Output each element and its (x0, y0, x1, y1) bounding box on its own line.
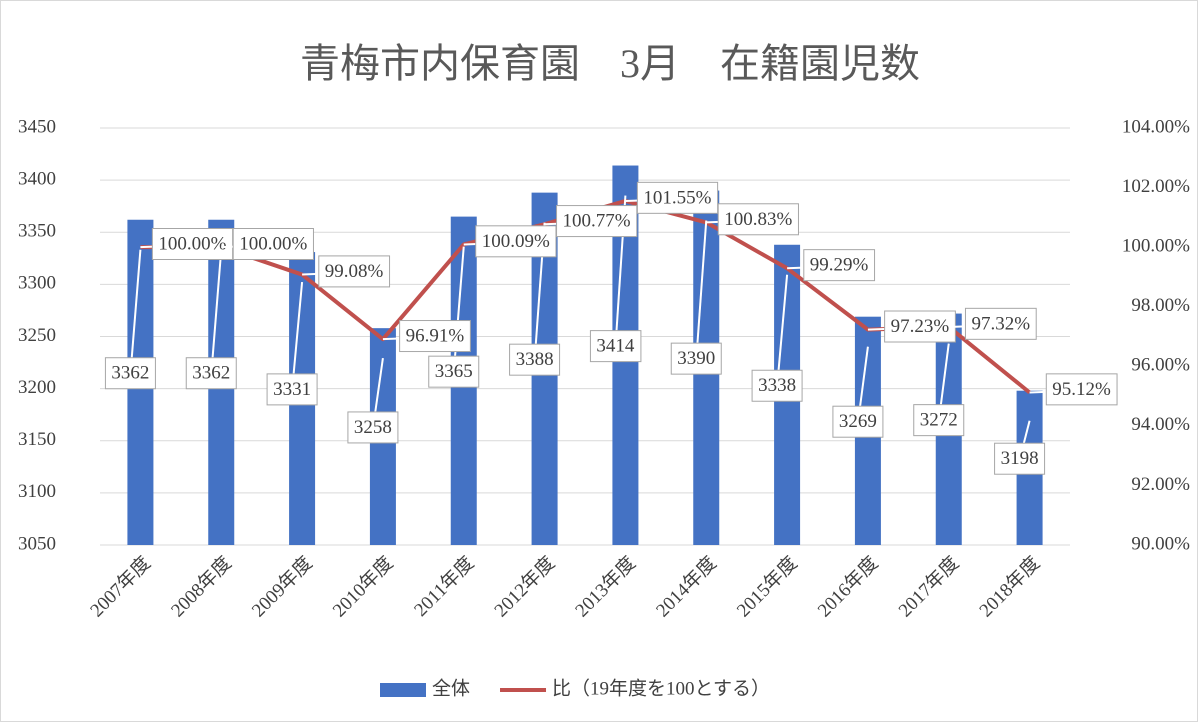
y2-tick-label: 92.00% (1131, 474, 1190, 495)
line-value-label: 100.09% (482, 231, 550, 252)
label-box (964, 307, 1037, 340)
line-value-label-group: 100.83% (706, 203, 799, 236)
bar-value-label: 3269 (839, 411, 877, 432)
line-value-label: 97.23% (891, 316, 950, 337)
line-value-label: 95.12% (1052, 379, 1111, 400)
label-box (717, 203, 799, 236)
line-value-label: 100.00% (239, 234, 307, 255)
line-value-label-group: 96.91% (382, 320, 471, 353)
label-box (1045, 373, 1118, 406)
line-value-label: 101.55% (643, 187, 711, 208)
line-value-label-group: 100.00% (221, 228, 314, 261)
y2-tick-label: 94.00% (1131, 414, 1190, 435)
label-box (266, 373, 318, 406)
y2-tick-label: 100.00% (1122, 236, 1190, 257)
y-tick-label: 3250 (18, 325, 56, 346)
bar-value-label: 3272 (920, 410, 958, 431)
label-box (589, 330, 642, 363)
bar-value-label: 3388 (516, 349, 554, 370)
y-tick-label: 3350 (18, 221, 56, 242)
y-tick-label: 3050 (18, 533, 56, 554)
line-value-label-group: 101.55% (625, 181, 719, 214)
legend-label: 比（19年度を100とする） (552, 677, 770, 699)
line-value-label-group: 99.08% (302, 255, 391, 288)
line-value-label: 97.32% (971, 313, 1030, 334)
bar-value-label-group: 3269 (832, 346, 884, 438)
bar-value-label-group: 3331 (266, 281, 318, 406)
bar-value-label-group: 3390 (670, 220, 722, 375)
y2-tick-label: 98.00% (1131, 295, 1190, 316)
label-box (347, 411, 399, 444)
bar-value-label: 3365 (435, 361, 473, 382)
label-box (475, 225, 557, 258)
y2-tick-label: 104.00% (1122, 116, 1190, 137)
y2-tick-label: 90.00% (1131, 533, 1190, 554)
legend-swatch (380, 683, 426, 697)
callout (695, 220, 708, 360)
y-tick-label: 3400 (18, 168, 56, 189)
bar-value-label: 3338 (758, 375, 796, 396)
label-box (803, 249, 876, 282)
line-value-label: 100.77% (563, 211, 631, 232)
y-tick-label: 3450 (18, 116, 56, 137)
label-box (884, 310, 956, 343)
y2-tick-label: 102.00% (1122, 176, 1190, 197)
bar-value-label-group: 3414 (589, 195, 642, 363)
callout (776, 274, 789, 387)
line-value-label: 96.91% (406, 326, 465, 347)
y-tick-label: 3100 (18, 481, 56, 502)
line-value-label: 100.00% (158, 234, 226, 255)
line-value-label: 99.29% (810, 255, 869, 276)
line-value-label: 100.83% (724, 209, 792, 230)
line-value-label-group: 95.12% (1029, 373, 1118, 406)
label-box (751, 369, 803, 402)
label-box (104, 357, 156, 390)
label-box (994, 442, 1046, 475)
bar-value-label-group: 3362 (104, 249, 156, 390)
bar-value-label-group: 3258 (347, 358, 399, 444)
label-box (556, 205, 638, 238)
callout (291, 281, 304, 391)
bar-value-label: 3258 (354, 417, 392, 438)
bar-value-label: 3362 (111, 363, 149, 384)
label-box (318, 255, 391, 288)
callout (210, 249, 223, 375)
label-box (399, 320, 471, 353)
legend-label: 全体 (432, 677, 470, 699)
label-box (670, 342, 722, 375)
y-tick-label: 3150 (18, 429, 56, 450)
bar-value-label-group: 3338 (751, 274, 803, 402)
y-tick-label: 3200 (18, 377, 56, 398)
bar-value-label: 3362 (192, 363, 230, 384)
bar-value-label: 3390 (677, 348, 715, 369)
bar-value-label-group: 3362 (185, 249, 237, 390)
label-box (509, 343, 561, 376)
line-value-label-group: 99.29% (787, 249, 876, 282)
callout (129, 249, 142, 375)
label-box (151, 228, 234, 261)
label-box (185, 357, 237, 390)
line-value-label: 99.08% (325, 261, 384, 282)
label-box (232, 228, 314, 261)
bar-value-label: 3198 (1001, 448, 1039, 469)
y-tick-label: 3300 (18, 273, 56, 294)
line-value-label-group: 97.32% (948, 307, 1037, 340)
label-box (832, 405, 884, 438)
line-value-label-group: 100.00% (140, 228, 234, 261)
label-box (913, 404, 965, 437)
bar-value-label: 3331 (273, 379, 311, 400)
bar-value-label-group: 3272 (913, 343, 965, 437)
label-box (428, 355, 480, 388)
bar-value-label-group: 3198 (994, 420, 1046, 475)
line-value-label-group: 100.09% (463, 225, 557, 258)
bar-value-label: 3414 (596, 336, 635, 357)
line-value-label-group: 97.23% (867, 310, 956, 343)
chart-title: 青梅市内保育園 3月 在籍園児数 (300, 41, 920, 86)
y2-tick-label: 96.00% (1131, 355, 1190, 376)
label-box (636, 181, 719, 214)
line-value-label-group: 100.77% (544, 205, 638, 238)
